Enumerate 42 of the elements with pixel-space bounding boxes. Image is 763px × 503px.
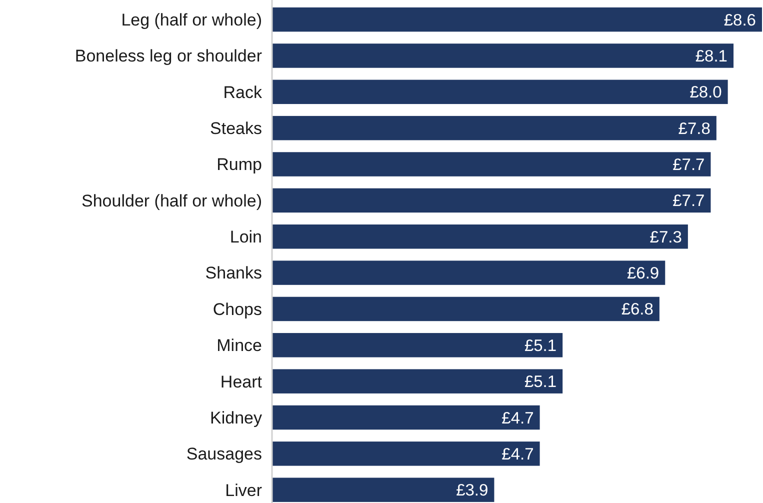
bar bbox=[272, 152, 711, 176]
y-tick-label: Mince bbox=[216, 336, 262, 356]
data-label: £7.3 bbox=[650, 228, 682, 246]
bar bbox=[272, 224, 688, 249]
data-label: £5.1 bbox=[524, 373, 557, 392]
data-label: £7.7 bbox=[672, 156, 705, 174]
y-tick-label: Chops bbox=[212, 300, 262, 319]
y-tick-label: Sausages bbox=[186, 444, 262, 464]
bar bbox=[272, 116, 716, 140]
bar bbox=[272, 188, 711, 213]
y-tick-label: Liver bbox=[225, 480, 262, 500]
bar bbox=[272, 7, 762, 32]
data-label: £8.6 bbox=[724, 11, 756, 30]
bar bbox=[272, 296, 660, 322]
y-tick-label: Steaks bbox=[210, 119, 262, 138]
data-label: £8.0 bbox=[690, 84, 722, 102]
data-label: £6.9 bbox=[627, 264, 660, 283]
bar bbox=[272, 442, 540, 466]
bar bbox=[272, 478, 494, 502]
bar bbox=[272, 405, 540, 430]
bar bbox=[272, 260, 666, 285]
data-label: £7.7 bbox=[672, 192, 705, 210]
bar bbox=[272, 369, 563, 394]
data-label: £4.7 bbox=[502, 445, 534, 464]
y-tick-label: Heart bbox=[220, 372, 262, 392]
data-label: £3.9 bbox=[456, 482, 488, 500]
y-tick-label: Leg (half or whole) bbox=[121, 10, 262, 30]
data-label: £4.7 bbox=[502, 409, 534, 428]
bar bbox=[272, 333, 563, 358]
data-label: £6.8 bbox=[621, 300, 654, 319]
y-tick-label: Shanks bbox=[205, 264, 262, 283]
y-tick-label: Rack bbox=[223, 82, 262, 102]
data-label: £7.8 bbox=[678, 120, 710, 138]
y-tick-label: Rump bbox=[216, 155, 262, 174]
data-label: £5.1 bbox=[524, 336, 557, 355]
y-tick-label: Loin bbox=[230, 228, 262, 247]
bar bbox=[272, 80, 728, 104]
bar bbox=[272, 44, 734, 68]
y-tick-label: Shoulder (half or whole) bbox=[82, 191, 262, 210]
data-label: £8.1 bbox=[695, 48, 728, 66]
y-tick-label: Kidney bbox=[210, 408, 262, 428]
y-tick-label: Boneless leg or shoulder bbox=[74, 46, 262, 66]
